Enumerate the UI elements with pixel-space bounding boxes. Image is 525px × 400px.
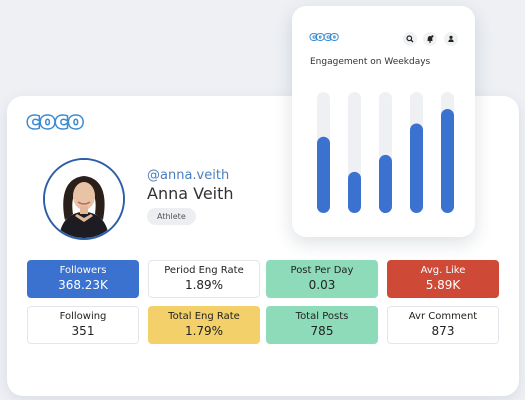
- profile-photo: [45, 160, 123, 238]
- stat-label: Following: [59, 311, 107, 322]
- stat-value: 873: [431, 324, 455, 338]
- bell-icon[interactable]: [423, 32, 437, 46]
- bar-2[interactable]: [348, 171, 361, 213]
- stat-value: 0.03: [308, 278, 336, 292]
- stat-value: 368.23K: [58, 278, 108, 292]
- stat-total-posts[interactable]: Total Posts 785: [266, 306, 378, 344]
- stat-avg-like[interactable]: Avg. Like 5.89K: [387, 260, 499, 298]
- stat-value: 351: [71, 324, 95, 338]
- coco-logo[interactable]: coco: [25, 108, 84, 136]
- bar-3[interactable]: [379, 154, 392, 213]
- stat-post-per-day[interactable]: Post Per Day 0.03: [266, 260, 378, 298]
- search-icon[interactable]: [403, 32, 417, 46]
- user-icon[interactable]: [444, 32, 458, 46]
- stat-value: 5.89K: [425, 278, 461, 292]
- bar-1[interactable]: [317, 136, 330, 213]
- profile-name: Anna Veith: [147, 184, 234, 203]
- stat-followers[interactable]: Followers 368.23K: [27, 260, 139, 298]
- stat-value: 1.79%: [184, 324, 224, 338]
- coco-logo-small[interactable]: coco: [309, 29, 339, 44]
- stat-value: 1.89%: [184, 278, 224, 292]
- engagement-widget: coco Engagement on Weekdays: [292, 6, 475, 237]
- stat-period-eng-rate[interactable]: Period Eng Rate 1.89%: [148, 260, 260, 298]
- stat-label: Total Posts: [295, 311, 349, 322]
- profile-handle[interactable]: @anna.veith: [147, 168, 230, 183]
- stat-value: 785: [310, 324, 334, 338]
- stat-following[interactable]: Following 351: [27, 306, 139, 344]
- avatar: [43, 158, 125, 240]
- stat-label: Avr Comment: [408, 311, 478, 322]
- bar-4[interactable]: [410, 123, 423, 213]
- stat-label: Total Eng Rate: [168, 311, 240, 322]
- stat-label: Period Eng Rate: [164, 265, 244, 276]
- stat-label: Followers: [59, 265, 107, 276]
- chart-title: Engagement on Weekdays: [310, 57, 431, 67]
- engagement-bar-chart: [317, 92, 454, 213]
- bar-5[interactable]: [441, 108, 454, 213]
- stat-avr-comment[interactable]: Avr Comment 873: [387, 306, 499, 344]
- stat-label: Avg. Like: [420, 265, 466, 276]
- profile-tag-badge: Athlete: [147, 208, 196, 225]
- stat-label: Post Per Day: [290, 265, 354, 276]
- stat-total-eng-rate[interactable]: Total Eng Rate 1.79%: [148, 306, 260, 344]
